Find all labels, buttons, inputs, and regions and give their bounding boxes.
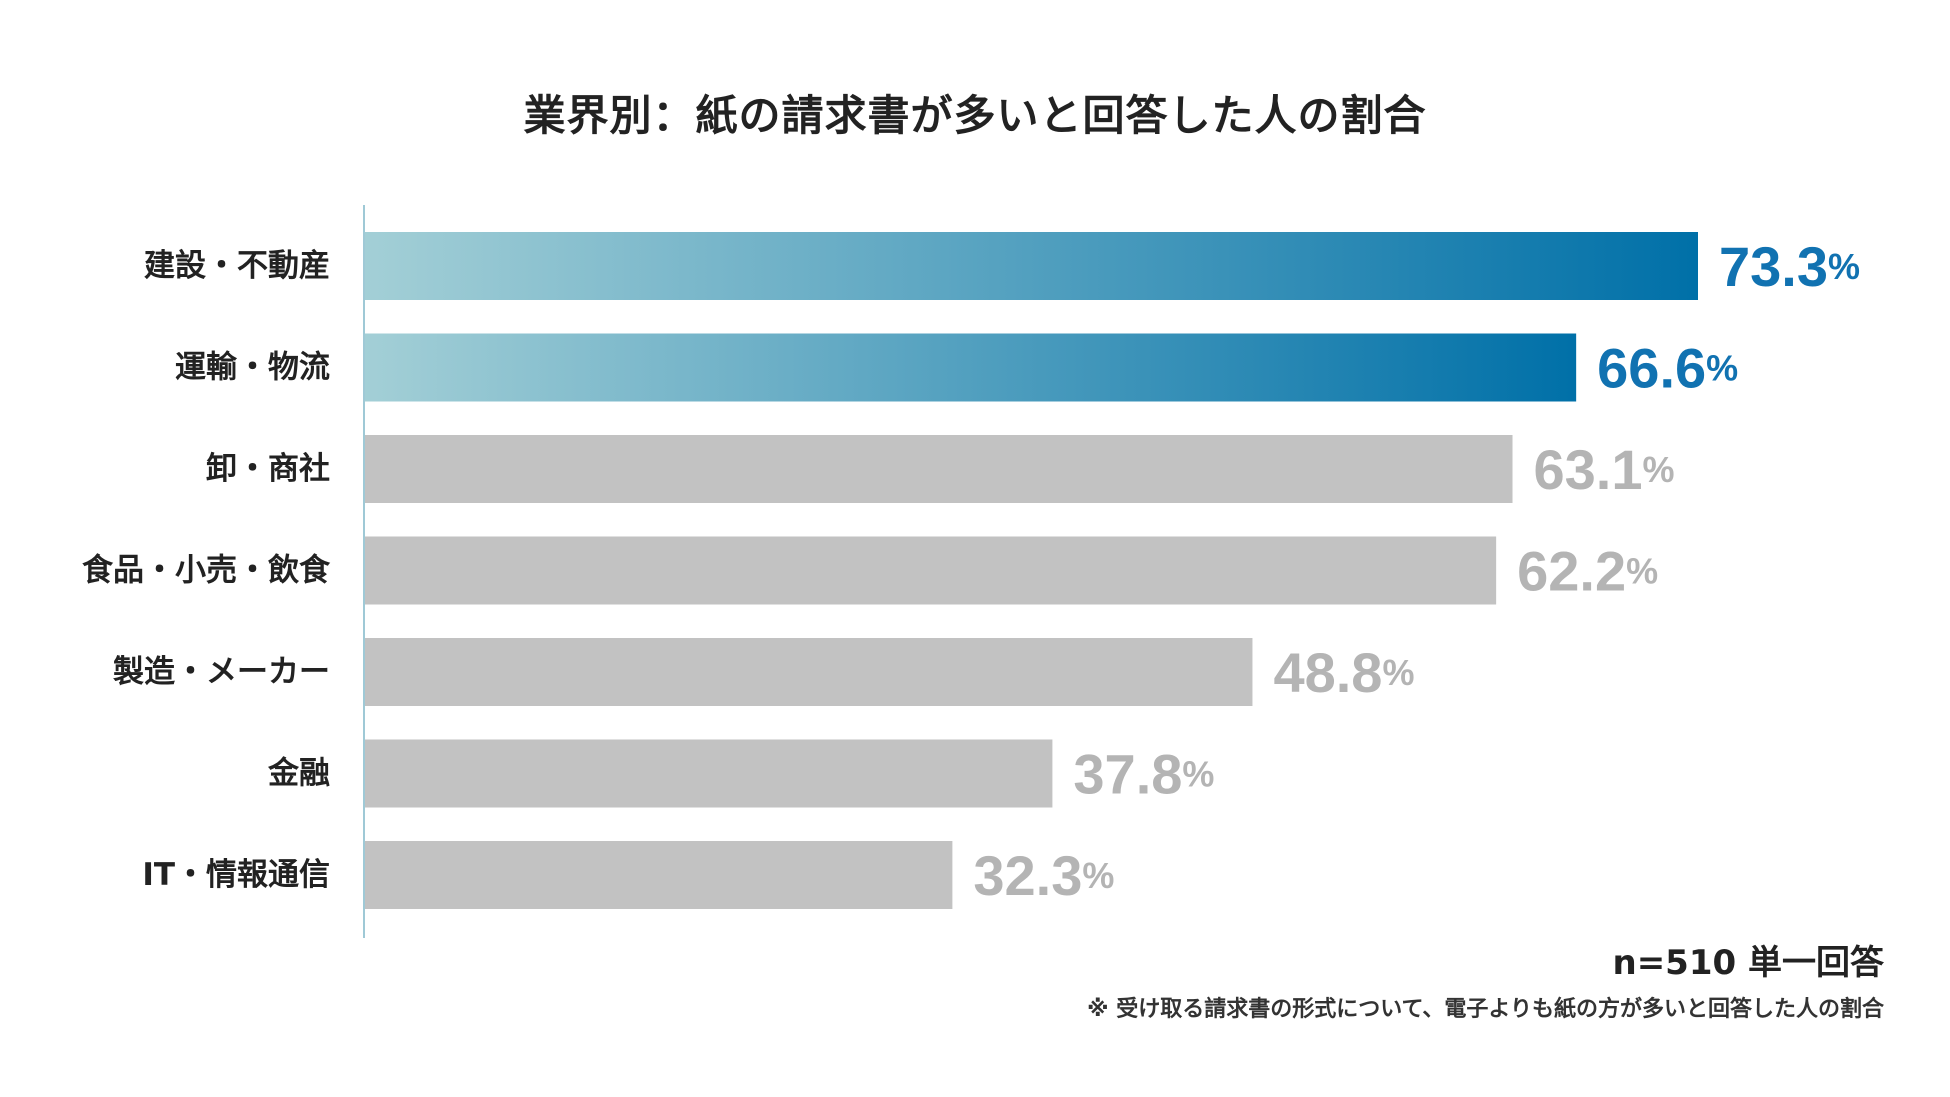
category-label: 製造・メーカー (113, 654, 330, 690)
category-label: 卸・商社 (206, 451, 330, 487)
bar (365, 435, 1513, 503)
bar (365, 333, 1577, 402)
value-label: 37.8% (1073, 742, 1214, 805)
sample-size-note: n=510 単一回答 (1612, 943, 1884, 983)
bar (365, 232, 1698, 300)
bar (365, 739, 1053, 808)
value-label: 73.3% (1719, 235, 1860, 298)
survey-footnote: ※ 受け取る請求書の形式について、電子よりも紙の方が多いと回答した人の割合 (1087, 997, 1884, 1022)
category-label: IT・情報通信 (142, 857, 330, 893)
category-label: 建設・不動産 (144, 248, 330, 284)
category-label: 食品・小売・飲食 (82, 553, 331, 589)
category-label: 金融 (267, 756, 330, 792)
value-label: 48.8% (1273, 641, 1414, 704)
category-label: 運輸・物流 (175, 350, 330, 386)
value-label: 63.1% (1534, 438, 1675, 501)
bar (365, 841, 953, 909)
value-label: 62.2% (1517, 539, 1658, 602)
bar (365, 536, 1497, 605)
chart-title: 業界別：紙の請求書が多いと回答した人の割合 (523, 91, 1427, 140)
bar (365, 638, 1253, 706)
value-label: 66.6% (1597, 336, 1738, 399)
value-label: 32.3% (973, 844, 1114, 907)
